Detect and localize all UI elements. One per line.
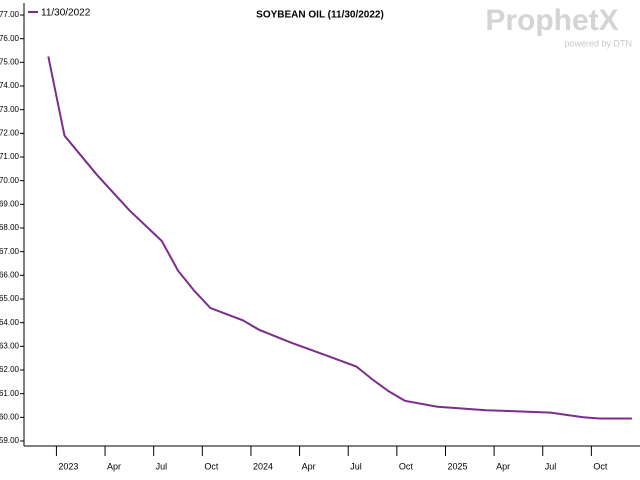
y-tick-label: 70.00: [0, 176, 20, 185]
x-tick-label: Apr: [496, 461, 510, 471]
x-tick-label: Oct: [593, 461, 608, 471]
x-tick-label: Apr: [302, 461, 316, 471]
y-tick-label: 77.00: [0, 10, 20, 19]
x-tick-label: Oct: [204, 461, 219, 471]
x-tick-label: 2024: [253, 461, 273, 471]
y-tick-label: 61.00: [0, 389, 20, 398]
y-tick-label: 63.00: [0, 341, 20, 350]
chart-title: SOYBEAN OIL (11/30/2022): [256, 10, 384, 21]
x-tick-label: Jul: [350, 461, 362, 471]
y-tick-label: 72.00: [0, 128, 20, 137]
y-tick-label: 69.00: [0, 199, 20, 208]
y-tick-label: 68.00: [0, 223, 20, 232]
x-tick-label: 2023: [58, 461, 78, 471]
legend-label: 11/30/2022: [41, 8, 91, 19]
x-tick-label: Jul: [545, 461, 557, 471]
y-tick-label: 62.00: [0, 365, 20, 374]
y-tick-label: 65.00: [0, 294, 20, 303]
y-tick-label: 73.00: [0, 105, 20, 114]
y-tick-label: 64.00: [0, 318, 20, 327]
logo-subtext: powered by DTN: [564, 38, 632, 48]
y-tick-label: 66.00: [0, 270, 20, 279]
x-tick-label: Jul: [156, 461, 168, 471]
x-tick-label: Apr: [107, 461, 121, 471]
y-tick-label: 76.00: [0, 34, 20, 43]
series-line: [47, 56, 632, 420]
y-tick-label: 59.00: [0, 436, 20, 445]
y-tick-label: 74.00: [0, 81, 20, 90]
y-tick-label: 71.00: [0, 152, 20, 161]
y-tick-label: 67.00: [0, 247, 20, 256]
y-tick-label: 60.00: [0, 412, 20, 421]
logo: ProphetX: [485, 4, 618, 37]
x-tick-label: Oct: [399, 461, 414, 471]
y-tick-label: 75.00: [0, 57, 20, 66]
x-tick-label: 2025: [447, 461, 467, 471]
